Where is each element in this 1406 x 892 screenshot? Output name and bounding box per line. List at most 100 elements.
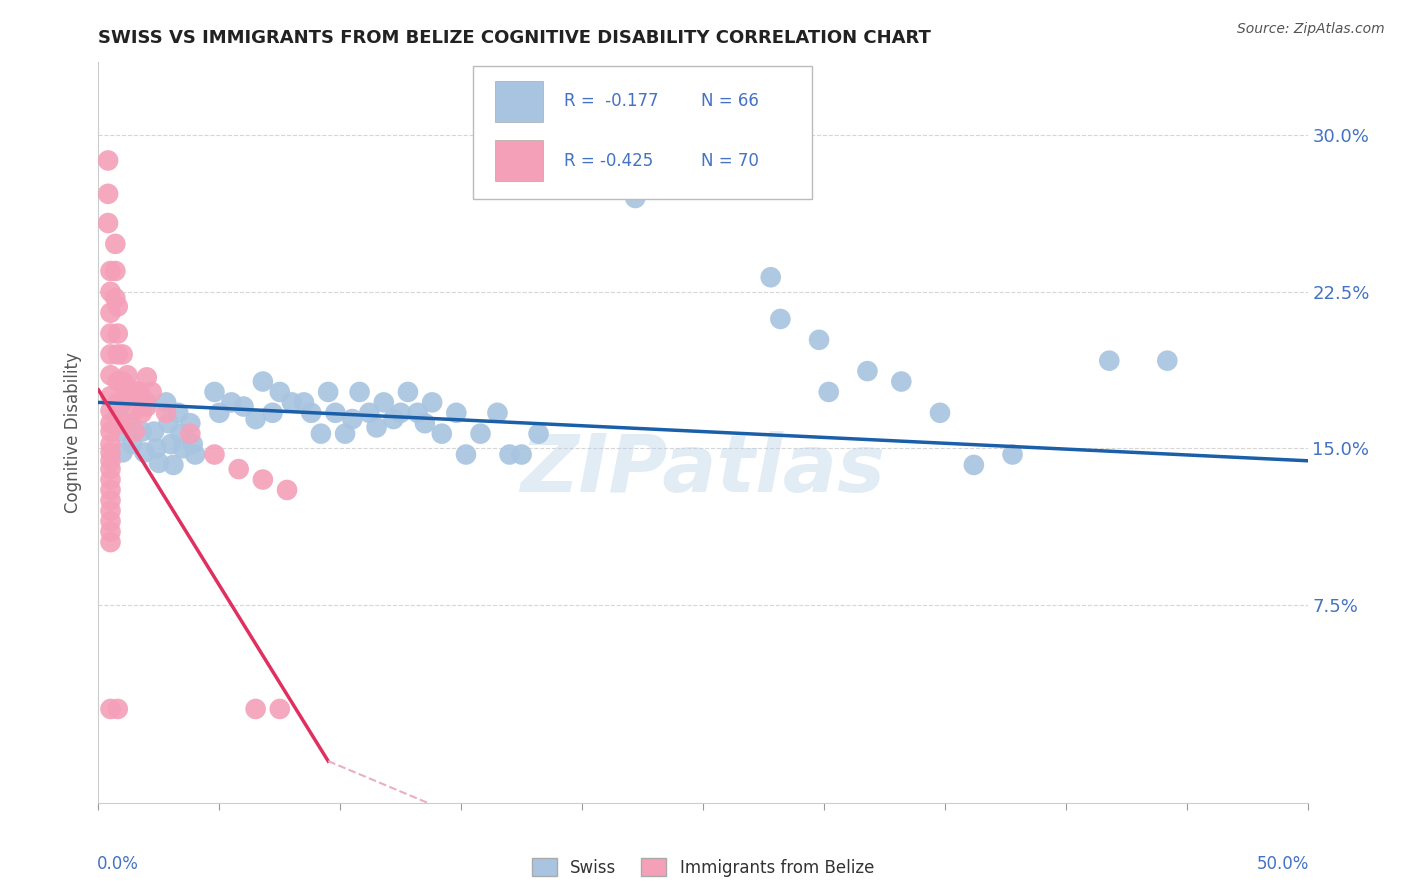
Point — [204, 448, 226, 462]
Point — [100, 368, 122, 383]
Text: R =  -0.177: R = -0.177 — [564, 92, 658, 110]
Point — [527, 426, 550, 441]
Point — [389, 406, 412, 420]
Point — [155, 406, 177, 420]
Point — [107, 375, 129, 389]
Point — [124, 403, 146, 417]
Y-axis label: Cognitive Disability: Cognitive Disability — [65, 352, 83, 513]
Point — [228, 462, 250, 476]
Point — [169, 426, 191, 441]
Point — [100, 493, 122, 508]
Point — [316, 384, 339, 399]
Point — [100, 347, 122, 361]
Point — [100, 702, 122, 716]
Point — [100, 535, 122, 549]
Point — [349, 384, 371, 399]
Point — [181, 437, 204, 451]
Point — [111, 445, 134, 459]
Point — [430, 426, 453, 441]
Point — [366, 420, 388, 434]
Point — [1156, 353, 1178, 368]
Bar — [474, 66, 811, 200]
Point — [143, 425, 166, 439]
Point — [121, 383, 143, 397]
Point — [100, 437, 122, 451]
Point — [100, 445, 122, 459]
Point — [148, 456, 170, 470]
Text: ZIPatlas: ZIPatlas — [520, 431, 886, 508]
Point — [208, 406, 231, 420]
Point — [104, 291, 127, 305]
Point — [107, 326, 129, 341]
Point — [759, 270, 782, 285]
Point — [245, 412, 267, 426]
Point — [160, 437, 183, 451]
Text: 50.0%: 50.0% — [1257, 855, 1309, 872]
Point — [252, 375, 274, 389]
Point — [221, 395, 243, 409]
Point — [100, 514, 122, 528]
Point — [179, 416, 201, 430]
Point — [817, 384, 839, 399]
Point — [97, 153, 120, 168]
Point — [145, 442, 167, 456]
Point — [135, 370, 157, 384]
Point — [100, 264, 122, 278]
Point — [104, 236, 127, 251]
Text: N = 70: N = 70 — [700, 152, 758, 169]
Point — [100, 524, 122, 539]
Point — [292, 395, 315, 409]
Point — [325, 406, 347, 420]
Point — [104, 264, 127, 278]
Point — [470, 426, 492, 441]
Point — [107, 416, 129, 430]
Point — [100, 306, 122, 320]
Point — [155, 395, 177, 409]
Point — [396, 384, 419, 399]
Point — [420, 395, 443, 409]
Text: R = -0.425: R = -0.425 — [564, 152, 654, 169]
Text: Source: ZipAtlas.com: Source: ZipAtlas.com — [1237, 22, 1385, 37]
Point — [269, 702, 291, 716]
Point — [769, 312, 792, 326]
Point — [97, 216, 120, 230]
Point — [281, 395, 304, 409]
Point — [107, 347, 129, 361]
Bar — [495, 140, 543, 181]
Point — [121, 437, 143, 451]
Point — [299, 406, 322, 420]
Point — [406, 406, 429, 420]
Text: 0.0%: 0.0% — [97, 855, 139, 872]
Point — [184, 448, 207, 462]
Point — [135, 395, 157, 409]
Point — [808, 333, 831, 347]
Point — [204, 384, 226, 399]
Point — [342, 412, 364, 426]
Point — [107, 395, 129, 409]
Point — [100, 462, 122, 476]
Point — [1001, 448, 1024, 462]
Point — [100, 389, 122, 403]
Point — [624, 191, 647, 205]
Point — [309, 426, 332, 441]
Text: SWISS VS IMMIGRANTS FROM BELIZE COGNITIVE DISABILITY CORRELATION CHART: SWISS VS IMMIGRANTS FROM BELIZE COGNITIV… — [98, 29, 931, 47]
Point — [111, 395, 134, 409]
Point — [108, 425, 131, 439]
Point — [179, 426, 201, 441]
Point — [373, 395, 395, 409]
Point — [100, 326, 122, 341]
Point — [486, 406, 509, 420]
Point — [167, 406, 190, 420]
Point — [963, 458, 986, 472]
Point — [172, 442, 194, 456]
Point — [100, 285, 122, 299]
Point — [100, 504, 122, 518]
Point — [262, 406, 284, 420]
Point — [359, 406, 381, 420]
Point — [141, 384, 163, 399]
Point — [100, 403, 122, 417]
Point — [111, 416, 134, 430]
Point — [498, 448, 520, 462]
Point — [135, 400, 157, 414]
Point — [157, 416, 180, 430]
